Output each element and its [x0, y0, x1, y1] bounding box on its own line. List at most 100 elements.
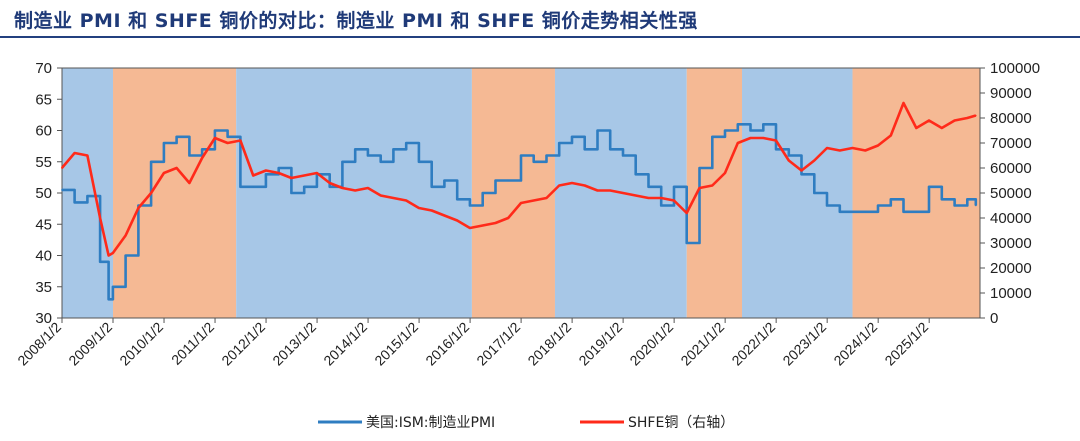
series-1-point-23	[341, 187, 344, 189]
shaded-periods	[62, 68, 980, 318]
series-0-point-5	[112, 285, 114, 288]
series-1-point-39	[545, 197, 548, 199]
series-1-point-42	[583, 184, 586, 187]
series-1-point-19	[290, 177, 293, 179]
y-right-tick-label-7: 70000	[990, 135, 1032, 152]
series-1-point-46	[634, 194, 637, 197]
shaded-period-5	[686, 68, 743, 318]
series-1-point-69	[928, 119, 930, 122]
series-0-point-55	[749, 129, 752, 132]
series-0-point-6	[124, 254, 127, 257]
series-1-point-22	[328, 182, 331, 184]
series-0-point-26	[379, 160, 382, 163]
series-1-point-52	[711, 184, 714, 187]
series-0-point-24	[354, 148, 356, 151]
series-1-point-28	[405, 199, 407, 202]
series-1-point-73	[975, 114, 977, 117]
series-line-0	[61, 123, 978, 301]
series-1-point-50	[685, 212, 688, 214]
series-0-point-44	[609, 148, 612, 151]
y-left-tick-label-4: 50	[35, 185, 52, 202]
y-right-tick-label-8: 80000	[990, 110, 1032, 127]
series-1-point-32	[456, 219, 458, 222]
series-1-point-71	[953, 119, 956, 122]
series-1-point-48	[660, 197, 663, 199]
series-0-point-71	[953, 204, 956, 207]
y-right-tick-label-9: 90000	[990, 85, 1032, 102]
series-1-point-11	[188, 182, 191, 184]
series-1-point-27	[392, 197, 395, 199]
series-1-point-2	[86, 154, 89, 157]
series-1-point-13	[214, 137, 216, 139]
series-0-point-45	[622, 154, 624, 157]
series-0-point-22	[328, 185, 331, 188]
y-right-tick-label-6: 60000	[990, 160, 1032, 177]
series-1-point-70	[941, 127, 943, 129]
series-1-point-72	[966, 117, 969, 119]
series-0-point-56	[762, 123, 765, 126]
series-0-point-27	[392, 148, 395, 151]
x-tick-label-2: 2010/1/2	[116, 319, 166, 369]
series-1-point-6	[124, 234, 127, 237]
y-right-tick-label-0: 0	[990, 310, 998, 327]
series-1-point-15	[239, 139, 242, 142]
x-tick-label-4: 2012/1/2	[218, 319, 268, 369]
series-0-point-49	[673, 185, 675, 188]
series-0-point-4	[107, 298, 110, 301]
series-1-point-55	[749, 137, 752, 139]
series-1-point-53	[724, 172, 726, 174]
x-tick-label-9: 2017/1/2	[473, 319, 523, 369]
series-1-point-30	[430, 209, 433, 212]
x-tick-label-5: 2013/1/2	[269, 319, 319, 369]
series-0-point-39	[545, 154, 548, 157]
series-1-point-4	[107, 254, 110, 257]
series-0-point-10	[175, 135, 178, 138]
y-right-tick-label-10: 100000	[990, 60, 1040, 77]
series-1-point-51	[698, 187, 701, 189]
series-0-point-60	[813, 192, 816, 194]
series-1-point-9	[163, 172, 165, 174]
series-0-point-61	[826, 204, 828, 207]
series-0-point-1	[73, 201, 76, 204]
series-1-point-14	[226, 142, 229, 144]
series-1-point-64	[864, 149, 867, 152]
series-1-point-44	[609, 189, 612, 192]
series-0-point-3	[99, 260, 101, 263]
series-1-point-34	[481, 224, 484, 227]
series-0-point-17	[265, 173, 267, 176]
series-0-point-29	[418, 160, 420, 163]
x-tick-label-15: 2023/1/2	[779, 319, 829, 369]
series-0-point-40	[558, 142, 561, 144]
y-right-tick-label-5: 50000	[990, 185, 1032, 202]
x-tick-label-11: 2019/1/2	[575, 319, 625, 369]
series-line-1	[60, 101, 977, 257]
series-1-point-56	[762, 137, 765, 139]
series-1-point-0	[61, 167, 63, 169]
y-right-tick-label-3: 30000	[990, 235, 1032, 252]
y-left-tick-label-2: 40	[35, 248, 52, 265]
series-1-point-38	[532, 199, 535, 202]
series-1-point-40	[558, 184, 561, 187]
series-0-point-13	[214, 129, 216, 132]
series-0-point-58	[787, 154, 790, 157]
series-1-point-65	[877, 144, 879, 147]
series-1-point-10	[175, 167, 178, 169]
series-1-point-41	[571, 182, 573, 184]
y-right-tick-label-2: 20000	[990, 260, 1032, 277]
series-0-point-20	[303, 185, 305, 188]
series-1-point-63	[851, 147, 854, 149]
series-1-point-16	[252, 174, 254, 177]
series-1-point-8	[150, 192, 152, 194]
series-1-point-26	[379, 194, 382, 197]
y-left-tick-label-3: 45	[35, 216, 52, 233]
series-ism-pmi	[61, 123, 978, 301]
series-1-point-66	[889, 134, 892, 137]
series-0-point-73	[975, 204, 977, 207]
x-tick-label-14: 2022/1/2	[728, 319, 778, 369]
x-tick-label-12: 2020/1/2	[626, 319, 676, 369]
series-1-point-21	[316, 172, 318, 174]
x-tick-label-16: 2024/1/2	[830, 319, 880, 369]
series-1-point-45	[622, 192, 624, 194]
series-0-point-38	[532, 160, 535, 163]
series-1-point-37	[520, 202, 522, 204]
